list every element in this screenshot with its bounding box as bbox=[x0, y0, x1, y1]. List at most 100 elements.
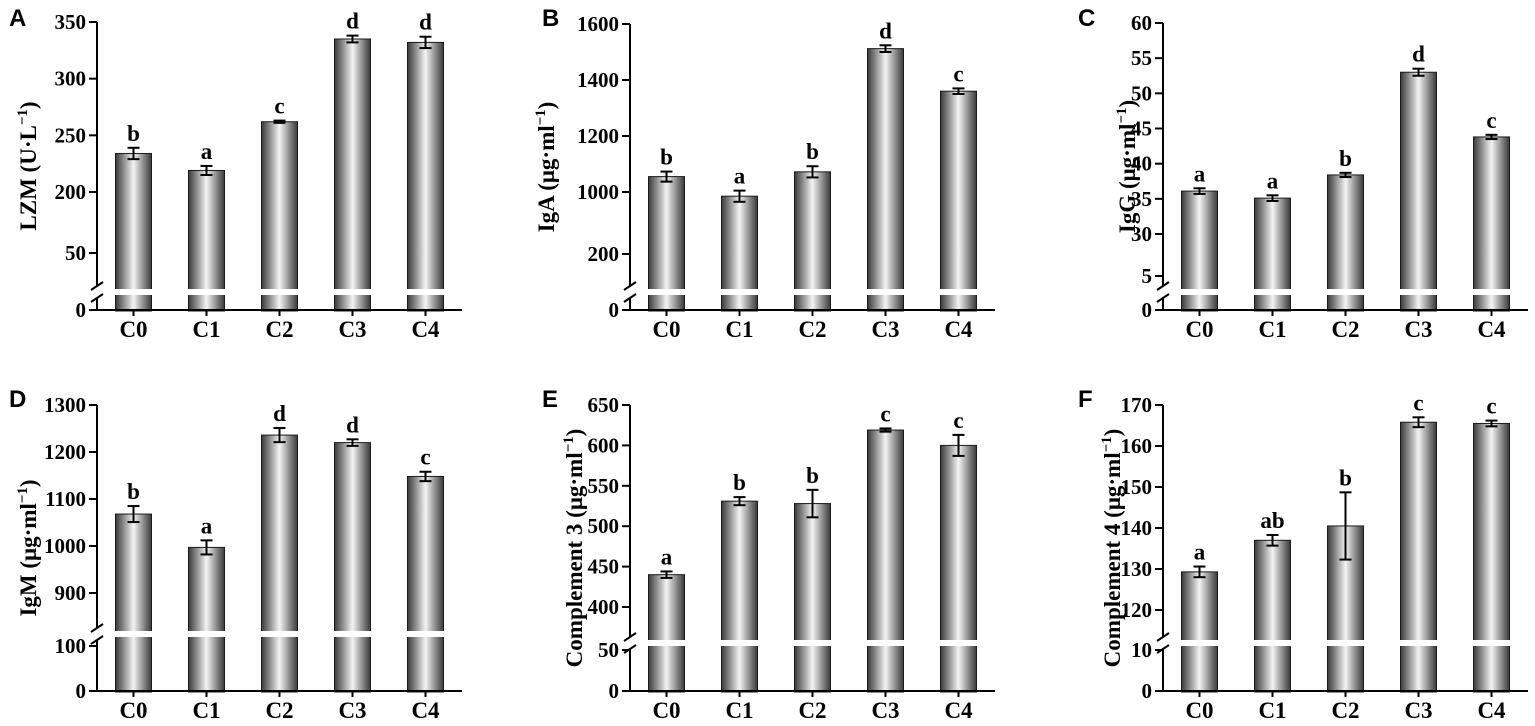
y-axis-title-close: ) bbox=[1115, 100, 1140, 108]
significance-label-C1: b bbox=[733, 470, 746, 495]
significance-label-C0: b bbox=[127, 479, 140, 504]
significance-label-C3: c bbox=[880, 401, 890, 426]
y-tick-label: 1200 bbox=[577, 124, 619, 148]
y-tick-label: 1000 bbox=[577, 180, 619, 204]
axis-break-mark bbox=[1156, 281, 1170, 291]
significance-label-C0: a bbox=[1194, 161, 1206, 186]
bar-C2 bbox=[794, 171, 831, 312]
y-axis-title-superscript: −1 bbox=[1114, 108, 1130, 124]
y-tick-label: 0 bbox=[76, 298, 87, 322]
y-tick-label: 0 bbox=[609, 298, 620, 322]
y-axis-title-superscript: −1 bbox=[15, 109, 31, 125]
y-tick-label: 350 bbox=[55, 10, 87, 34]
y-tick-label: 600 bbox=[588, 433, 620, 457]
bar-C2 bbox=[261, 434, 298, 693]
panel-letter: C bbox=[1078, 5, 1095, 32]
significance-label-C2: b bbox=[1339, 465, 1352, 490]
axis-break-mark bbox=[90, 293, 104, 303]
y-axis-title: Complement 3 (μg·ml−1) bbox=[561, 429, 587, 668]
x-tick-label-C0: C0 bbox=[119, 317, 147, 342]
y-tick-label: 1300 bbox=[44, 393, 86, 417]
y-tick-label: 140 bbox=[1121, 516, 1153, 540]
y-tick-label: 45 bbox=[1131, 117, 1152, 141]
x-tick-label-C1: C1 bbox=[1258, 698, 1286, 723]
y-tick-label: 150 bbox=[1121, 475, 1153, 499]
y-tick-label: 170 bbox=[1121, 393, 1153, 417]
y-tick-label: 200 bbox=[55, 180, 87, 204]
x-tick-label-C0: C0 bbox=[1185, 698, 1213, 723]
y-tick-label: 650 bbox=[588, 393, 620, 417]
axis-break-mark bbox=[1156, 632, 1170, 642]
significance-label-C4: c bbox=[953, 61, 963, 86]
bar-C0 bbox=[1181, 571, 1218, 693]
x-tick-label-C1: C1 bbox=[192, 317, 220, 342]
axis-break-mark bbox=[90, 281, 104, 291]
y-tick-label: 120 bbox=[1121, 598, 1153, 622]
significance-label-C4: c bbox=[1486, 394, 1496, 419]
bar-C3 bbox=[334, 38, 371, 312]
y-axis-title: IgA (μg·ml−1) bbox=[533, 102, 559, 233]
x-tick-label-C3: C3 bbox=[338, 698, 366, 723]
y-tick-label: 100 bbox=[55, 634, 87, 658]
y-tick-label: 300 bbox=[55, 67, 87, 91]
y-tick-label: 50 bbox=[65, 241, 86, 265]
panel-D: D IgM (μg·ml−1) b C0 a C1 d C2 d C3 c C4 0 100 900 1000… bbox=[9, 386, 462, 723]
y-tick-label: 500 bbox=[588, 514, 620, 538]
axis-break-mark bbox=[623, 281, 637, 291]
y-tick-label: 450 bbox=[588, 555, 620, 579]
x-tick-label-C2: C2 bbox=[265, 317, 293, 342]
x-tick-label-C3: C3 bbox=[871, 317, 899, 342]
y-tick-label: 40 bbox=[1131, 152, 1152, 176]
significance-label-C3: d bbox=[1412, 42, 1425, 67]
y-tick-label: 0 bbox=[1142, 298, 1153, 322]
y-tick-label: 160 bbox=[1121, 434, 1153, 458]
x-tick-label-C2: C2 bbox=[265, 698, 293, 723]
significance-label-C4: c bbox=[1486, 108, 1496, 133]
y-tick-label: 1600 bbox=[577, 12, 619, 36]
bar-C3 bbox=[1400, 71, 1437, 312]
y-axis-title-superscript: −1 bbox=[1099, 436, 1115, 452]
y-axis-title-close: ) bbox=[534, 102, 559, 110]
bar-C1 bbox=[1254, 539, 1291, 693]
significance-label-C4: d bbox=[419, 10, 432, 35]
x-tick-label-C3: C3 bbox=[871, 698, 899, 723]
y-tick-label: 50 bbox=[1131, 81, 1152, 105]
bar-C1 bbox=[721, 500, 758, 693]
bar-C4 bbox=[1473, 422, 1510, 693]
bar-C1 bbox=[188, 546, 225, 693]
y-tick-label: 130 bbox=[1121, 557, 1153, 581]
bar-C4 bbox=[940, 444, 977, 693]
bar-C0 bbox=[648, 574, 685, 693]
y-tick-label: 5 bbox=[1142, 264, 1153, 288]
significance-label-C1: a bbox=[201, 513, 213, 538]
bar-C0 bbox=[115, 152, 152, 312]
x-tick-label-C4: C4 bbox=[1477, 317, 1506, 342]
panel-B: B IgA (μg·ml−1) b C0 a C1 b C2 d C3 c C4 0 200 1000 120… bbox=[533, 5, 995, 342]
significance-label-C0: a bbox=[661, 544, 673, 569]
axis-break-gap bbox=[99, 289, 462, 295]
y-axis-title: IgM (μg·ml−1) bbox=[15, 479, 41, 616]
significance-label-C4: c bbox=[953, 408, 963, 433]
bar-C1 bbox=[188, 169, 225, 312]
significance-label-C1: a bbox=[1267, 168, 1279, 193]
y-tick-label: 1000 bbox=[44, 534, 86, 558]
bar-C2 bbox=[261, 121, 298, 312]
significance-label-C3: c bbox=[1413, 390, 1423, 415]
axis-break-mark bbox=[1156, 293, 1170, 303]
y-axis-title-superscript: −1 bbox=[15, 487, 31, 503]
x-tick-label-C0: C0 bbox=[1185, 317, 1213, 342]
axis-break-mark bbox=[623, 293, 637, 303]
y-tick-label: 35 bbox=[1131, 187, 1152, 211]
y-tick-label: 1400 bbox=[577, 68, 619, 92]
y-tick-label: 550 bbox=[588, 474, 620, 498]
significance-label-C2: c bbox=[274, 94, 284, 119]
axis-break-gap bbox=[1165, 640, 1528, 646]
panel-letter: A bbox=[9, 5, 26, 32]
y-axis-title-close: ) bbox=[16, 101, 41, 109]
y-tick-label: 900 bbox=[55, 581, 87, 605]
panel-letter: E bbox=[542, 386, 558, 413]
y-tick-label: 60 bbox=[1131, 11, 1152, 35]
significance-label-C3: d bbox=[879, 18, 892, 43]
